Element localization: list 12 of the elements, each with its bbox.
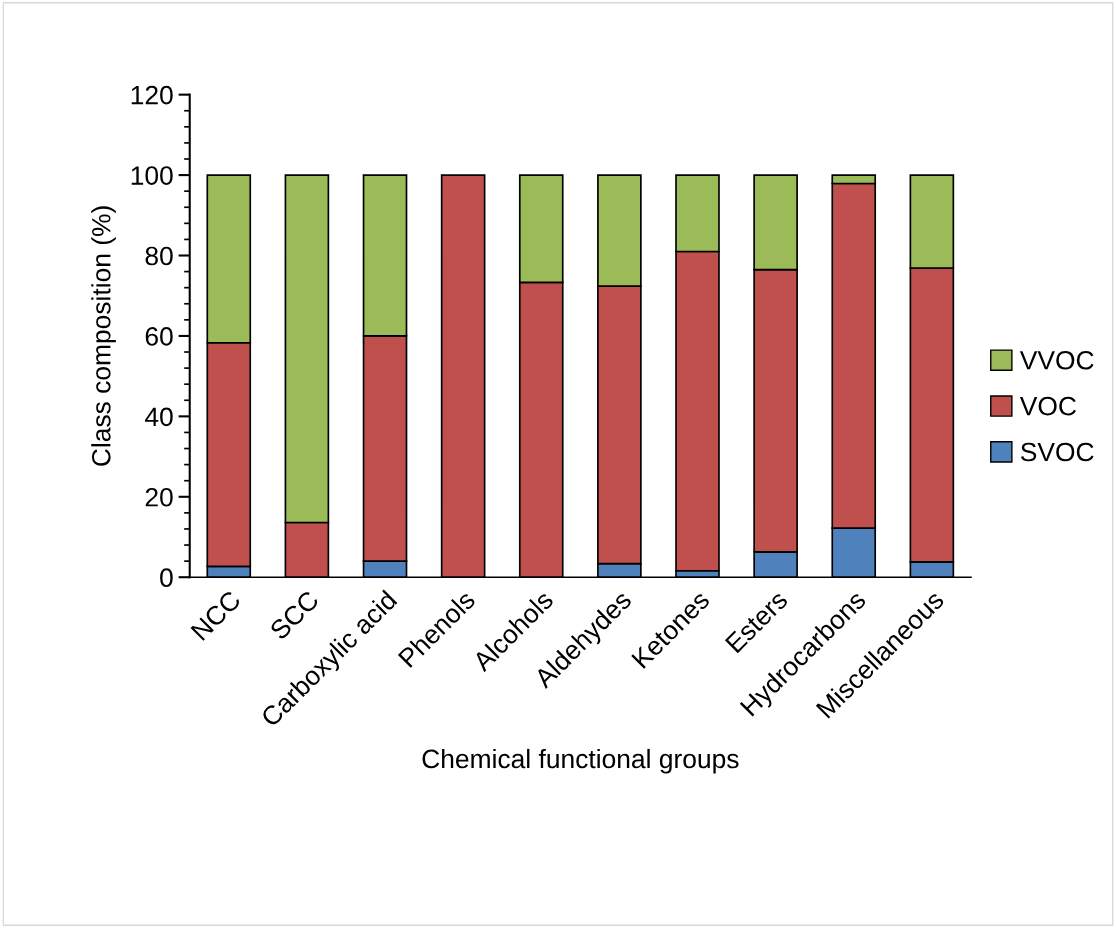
y-tick-label: 100 [131, 166, 173, 185]
y-tick-label: 80 [145, 246, 173, 266]
y-tick-label: 20 [145, 487, 173, 507]
y-tick-label: 40 [145, 407, 173, 427]
legend-label: SVOC [1020, 442, 1094, 462]
y-tick-label: 120 [131, 85, 173, 105]
y-tick-label: 0 [160, 568, 173, 588]
legend-label: VOC [1019, 396, 1076, 416]
y-axis-title: Class composition (%) [91, 206, 116, 466]
x-axis-title: Chemical functional groups [422, 748, 739, 774]
y-tick-label: 60 [145, 327, 173, 346]
legend-label: VVOC [1019, 350, 1094, 370]
